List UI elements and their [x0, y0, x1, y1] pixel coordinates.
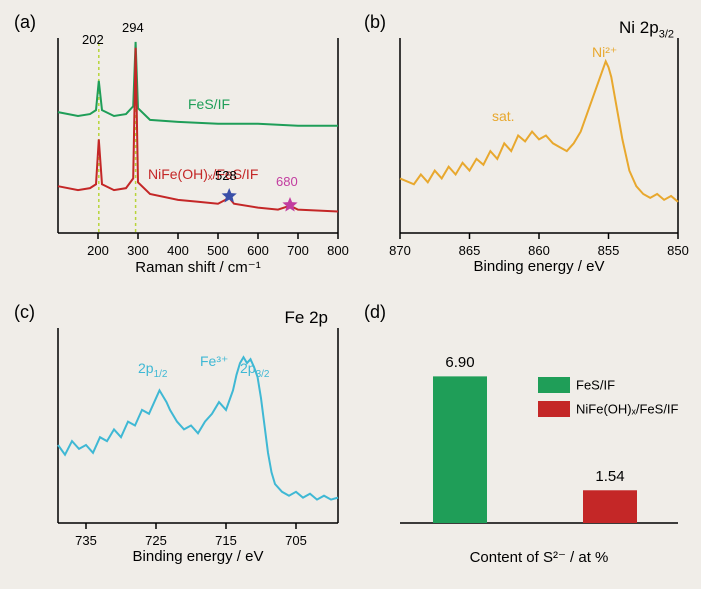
svg-text:865: 865 — [459, 243, 481, 258]
anno-2p32: 2p3/2 — [240, 360, 269, 380]
svg-text:860: 860 — [528, 243, 550, 258]
legend-row-1: NiFe(OH)ₓ/FeS/IF — [538, 400, 679, 418]
legend-label-0: FeS/IF — [576, 377, 615, 392]
svg-text:870: 870 — [389, 243, 411, 258]
panel-d-xlabel: Content of S²⁻ / at % — [400, 548, 678, 566]
legend-row-0: FeS/IF — [538, 376, 615, 394]
panel-a: (a) 200300400500600700800 202 294 FeS/IF… — [10, 8, 350, 288]
bar-value-0: 6.90 — [430, 354, 490, 371]
peak-label-202: 202 — [82, 32, 104, 47]
series-label-nife: NiFe(OH)ₓ/FeS/IF — [148, 166, 258, 182]
legend-swatch-0 — [538, 377, 570, 393]
star-label-528: 528 — [215, 168, 237, 183]
svg-text:735: 735 — [75, 533, 97, 548]
svg-text:705: 705 — [285, 533, 307, 548]
svg-text:400: 400 — [167, 243, 189, 258]
anno-sat: sat. — [492, 108, 515, 124]
svg-text:500: 500 — [207, 243, 229, 258]
panel-d: (d) 6.90 1.54 FeS/IF NiFe(OH)ₓ/FeS/IF Co… — [360, 298, 690, 578]
anno-ni2: Ni²⁺ — [592, 44, 617, 61]
svg-text:800: 800 — [327, 243, 349, 258]
legend-label-1: NiFe(OH)ₓ/FeS/IF — [576, 401, 679, 416]
anno-2p12: 2p1/2 — [138, 360, 167, 380]
anno-2p32-main: 2p — [240, 360, 256, 376]
svg-text:200: 200 — [87, 243, 109, 258]
svg-text:725: 725 — [145, 533, 167, 548]
svg-text:300: 300 — [127, 243, 149, 258]
panel-c-xlabel: Binding energy / eV — [58, 548, 338, 565]
panel-b-xlabel: Binding energy / eV — [400, 258, 678, 275]
panel-d-plot — [360, 298, 690, 578]
anno-fe3: Fe³⁺ — [200, 353, 228, 370]
svg-text:715: 715 — [215, 533, 237, 548]
panel-b-plot: 870 865 860 855 850 — [360, 8, 690, 288]
svg-text:855: 855 — [598, 243, 620, 258]
anno-2p32-sub: 3/2 — [256, 369, 270, 380]
svg-text:700: 700 — [287, 243, 309, 258]
anno-2p12-sub: 1/2 — [154, 369, 168, 380]
panel-a-plot: 200 300 400 500 600 700 800 — [10, 8, 350, 288]
legend-swatch-1 — [538, 401, 570, 417]
bar-value-1: 1.54 — [580, 468, 640, 485]
panel-a-xlabel: Raman shift / cm⁻¹ — [58, 258, 338, 276]
anno-2p12-main: 2p — [138, 360, 154, 376]
peak-label-294: 294 — [122, 20, 144, 35]
panel-b: (b) Ni 2p3/2 870865860855850 sat. Ni²⁺ B… — [360, 8, 690, 288]
star-label-680: 680 — [276, 174, 298, 189]
panel-c-plot: 735 725 715 705 — [10, 298, 350, 578]
series-label-fes: FeS/IF — [188, 96, 230, 112]
svg-text:850: 850 — [667, 243, 689, 258]
svg-text:600: 600 — [247, 243, 269, 258]
panel-c: (c) Fe 2p 735725715705 2p1/2 Fe³⁺ 2p3/2 … — [10, 298, 350, 578]
